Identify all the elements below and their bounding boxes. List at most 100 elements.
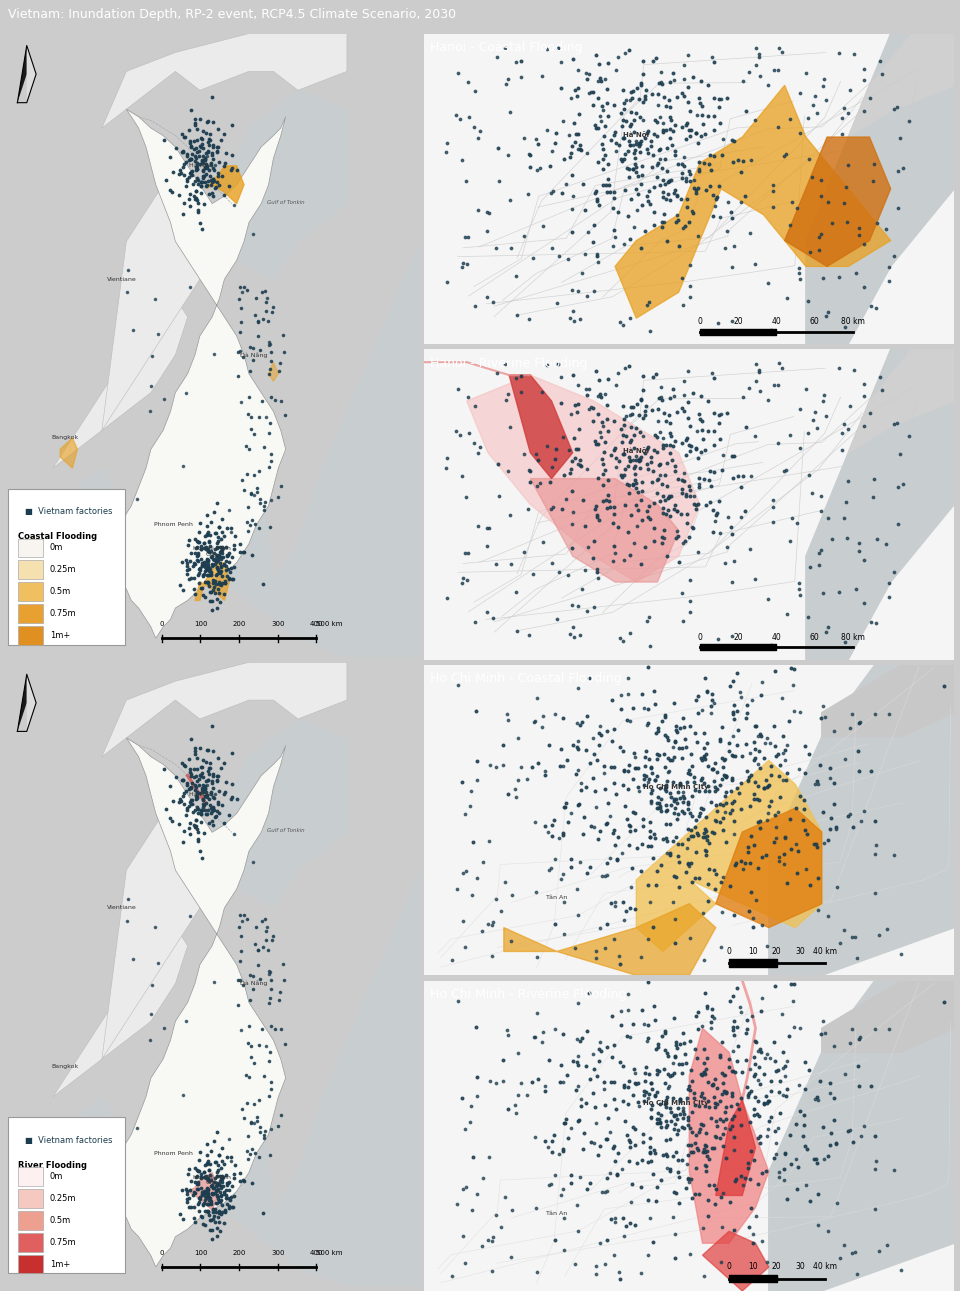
- Point: [221, 176, 236, 196]
- Point: [672, 718, 687, 738]
- Point: [834, 439, 850, 460]
- Point: [690, 448, 706, 469]
- Point: [768, 661, 783, 682]
- Point: [561, 812, 576, 833]
- Point: [256, 1128, 272, 1149]
- Point: [737, 186, 753, 207]
- Point: [698, 821, 713, 842]
- Point: [192, 1141, 207, 1162]
- Point: [628, 449, 643, 470]
- Point: [658, 148, 673, 169]
- Point: [696, 737, 711, 758]
- Point: [614, 1158, 630, 1179]
- Point: [647, 693, 662, 714]
- Point: [208, 1152, 224, 1172]
- Point: [704, 1006, 719, 1026]
- Point: [254, 281, 270, 302]
- Point: [604, 731, 619, 751]
- Point: [807, 773, 823, 794]
- Point: [254, 1202, 270, 1223]
- Point: [564, 537, 579, 558]
- Point: [671, 236, 686, 257]
- Point: [210, 1179, 226, 1199]
- Point: [659, 777, 674, 798]
- Point: [587, 280, 602, 301]
- Point: [237, 905, 252, 926]
- Point: [199, 775, 214, 795]
- Point: [248, 1143, 263, 1163]
- Point: [591, 369, 607, 390]
- Point: [669, 501, 684, 522]
- Point: [469, 751, 485, 772]
- Point: [206, 972, 222, 993]
- Point: [621, 483, 636, 503]
- Point: [642, 892, 658, 913]
- Point: [629, 394, 644, 414]
- Point: [207, 523, 223, 544]
- Point: [695, 411, 710, 431]
- Point: [568, 123, 584, 143]
- Point: [708, 1126, 723, 1146]
- Point: [699, 1155, 714, 1176]
- Point: [516, 443, 532, 463]
- Point: [662, 844, 678, 865]
- Point: [659, 1130, 674, 1150]
- Point: [276, 341, 292, 361]
- Point: [631, 776, 646, 797]
- Point: [607, 438, 622, 458]
- Point: [606, 822, 621, 843]
- Point: [669, 1143, 684, 1163]
- Point: [599, 93, 614, 114]
- Point: [239, 1140, 254, 1161]
- Point: [735, 150, 751, 170]
- Point: [606, 219, 621, 240]
- Point: [768, 1144, 783, 1164]
- Point: [612, 312, 628, 333]
- Point: [669, 86, 684, 107]
- Point: [632, 89, 647, 110]
- Point: [696, 1088, 711, 1109]
- Point: [244, 510, 259, 531]
- Point: [544, 457, 560, 478]
- Point: [239, 463, 254, 484]
- Point: [205, 740, 221, 760]
- Point: [599, 1128, 614, 1149]
- Point: [210, 578, 226, 599]
- Point: [544, 553, 560, 573]
- Point: [651, 1060, 666, 1081]
- Point: [684, 820, 699, 840]
- Point: [681, 818, 696, 839]
- Point: [695, 1217, 710, 1238]
- Point: [713, 1091, 729, 1112]
- Point: [204, 182, 220, 203]
- Point: [640, 1028, 656, 1048]
- Point: [768, 828, 783, 848]
- Point: [208, 547, 224, 568]
- Point: [556, 1239, 571, 1260]
- Point: [216, 813, 231, 834]
- Point: [530, 1003, 545, 1024]
- Point: [643, 1152, 659, 1172]
- Point: [540, 435, 555, 456]
- Point: [828, 1132, 844, 1153]
- Point: [226, 568, 241, 589]
- Point: [818, 306, 833, 327]
- Polygon shape: [207, 165, 244, 204]
- Point: [187, 741, 203, 762]
- Point: [610, 363, 625, 383]
- Point: [578, 740, 593, 760]
- Point: [660, 183, 676, 204]
- Point: [670, 1119, 685, 1140]
- Point: [689, 421, 705, 442]
- Point: [622, 89, 637, 110]
- Point: [733, 191, 749, 212]
- Point: [556, 755, 571, 776]
- Point: [675, 1108, 690, 1128]
- Point: [201, 560, 216, 581]
- Point: [573, 1167, 588, 1188]
- Point: [708, 777, 723, 798]
- Point: [202, 1171, 217, 1192]
- Point: [668, 868, 684, 888]
- Point: [262, 1086, 277, 1106]
- Point: [574, 1088, 589, 1109]
